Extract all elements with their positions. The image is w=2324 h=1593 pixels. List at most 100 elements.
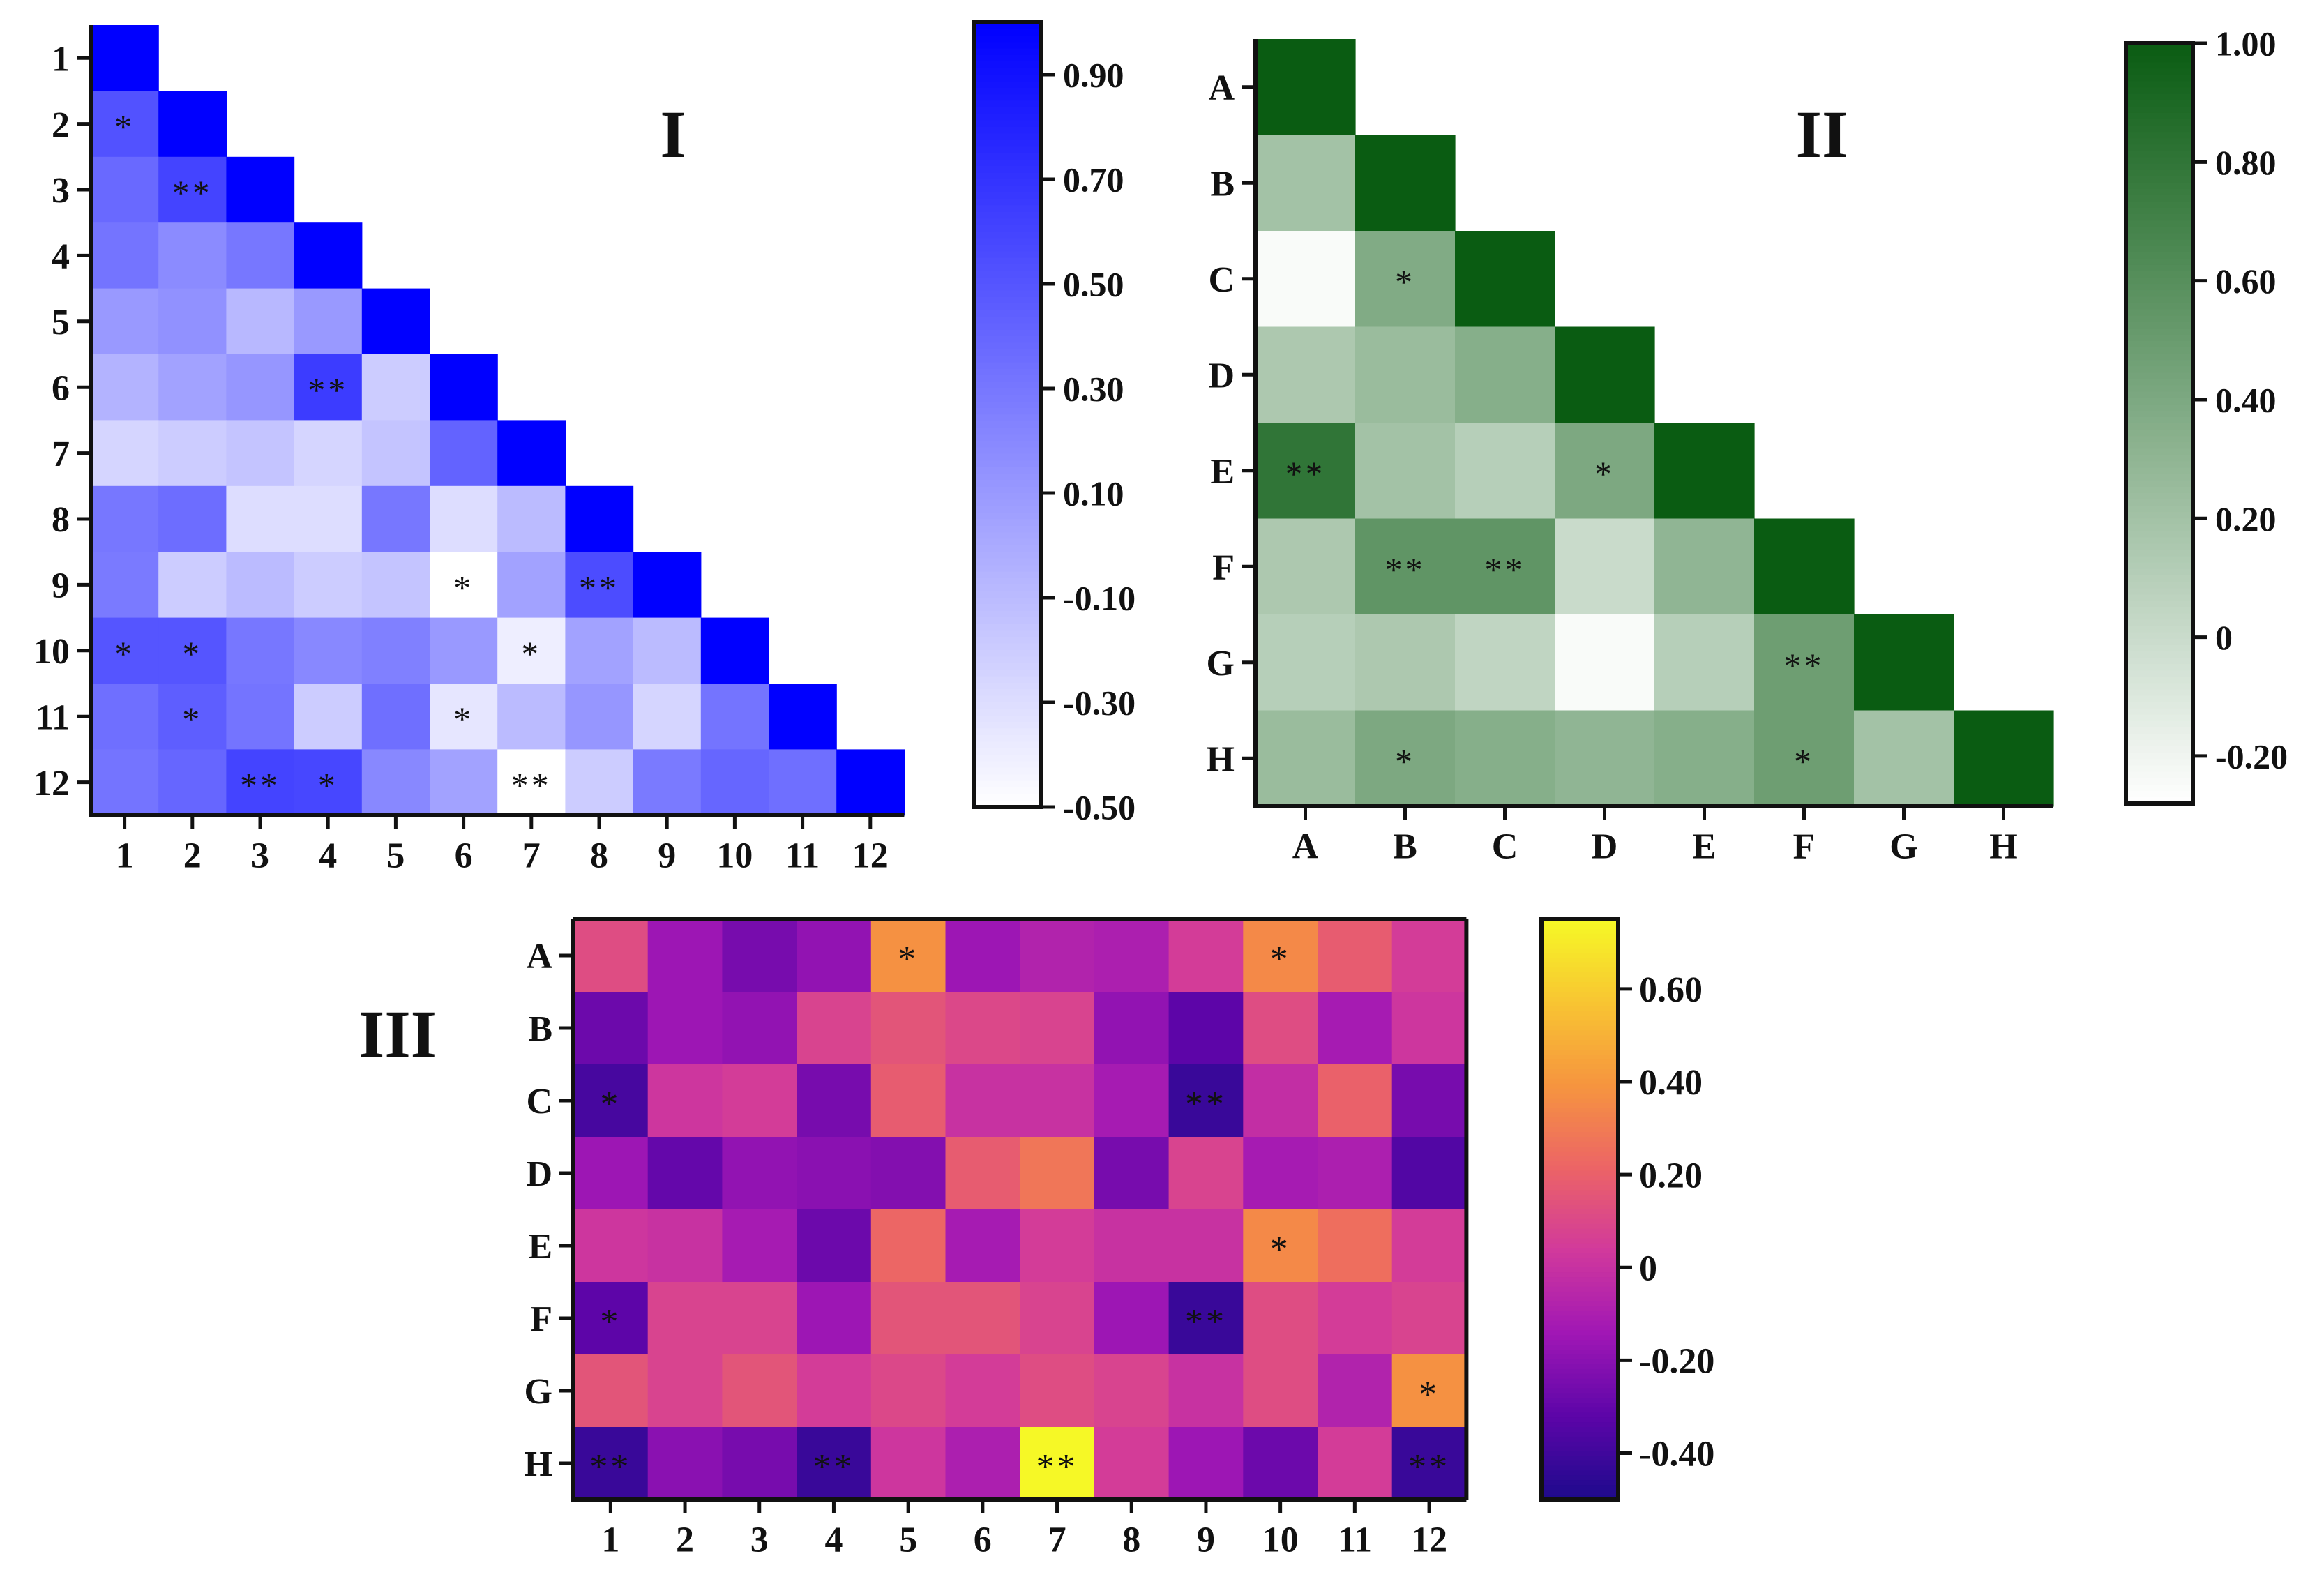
colorbar-tick-label: 0.60 [2215, 262, 2277, 301]
x-tick-label: 6 [455, 836, 473, 875]
heatmap-cell [1243, 1354, 1318, 1428]
colorbar-gradient-segment [1541, 1301, 1618, 1307]
y-tick-label: 6 [52, 368, 70, 408]
heatmap-cell [647, 1209, 723, 1283]
colorbar-gradient-segment [2126, 106, 2193, 114]
significance-star: * [182, 700, 202, 739]
colorbar-gradient-segment [2126, 430, 2193, 437]
colorbar-gradient-segment [2126, 543, 2193, 551]
heatmap-cell [497, 420, 566, 487]
colorbar-gradient-segment [2126, 784, 2193, 792]
heatmap-cell [1754, 614, 1855, 711]
heatmap-cell [1391, 1209, 1467, 1283]
colorbar-gradient-segment [1541, 923, 1618, 930]
colorbar-gradient-segment [2126, 708, 2193, 716]
colorbar-gradient-segment [974, 120, 1041, 128]
heatmap-cell [565, 749, 634, 816]
colorbar-gradient-segment [1541, 1243, 1618, 1249]
y-tick-label: A [1208, 68, 1235, 108]
colorbar-gradient-segment [2126, 410, 2193, 418]
colorbar-gradient-segment [974, 81, 1041, 89]
y-tick-label: 10 [33, 632, 70, 672]
heatmap-cell [573, 919, 649, 992]
heatmap-cell [1391, 992, 1467, 1065]
x-tick-label: 12 [852, 836, 889, 875]
colorbar-gradient-segment [1541, 953, 1618, 959]
heatmap-cell [91, 684, 159, 750]
significance-star: * [1594, 454, 1615, 493]
colorbar-gradient-segment [1541, 958, 1618, 964]
colorbar-gradient-segment [2126, 354, 2193, 361]
heatmap-cell [722, 992, 797, 1065]
heatmap-cell [1168, 1137, 1244, 1210]
x-tick-label: G [1889, 827, 1917, 867]
heatmap-cell [1854, 710, 1954, 807]
colorbar-tick-label: 0.40 [2215, 380, 2277, 419]
heatmap-cell [633, 749, 702, 816]
heatmap-cell [647, 919, 723, 992]
colorbar-gradient-segment [974, 401, 1041, 409]
colorbar: 0.60 0.40 0.20 0 -0.20 -0.40 [1539, 917, 1714, 1502]
colorbar-gradient-segment [2126, 398, 2193, 405]
colorbar-gradient-segment [1541, 1291, 1618, 1297]
colorbar-gradient-segment [974, 133, 1041, 141]
heatmap-cell [1355, 614, 1456, 711]
heatmap-cell [430, 684, 498, 750]
heatmap-cell [1555, 423, 1655, 520]
colorbar-gradient-segment [974, 296, 1041, 304]
heatmap-cells [573, 919, 1467, 1500]
heatmap-cell [633, 617, 702, 684]
colorbar-gradient-segment [2126, 562, 2193, 570]
significance-markers: ****************** [589, 939, 1447, 1487]
colorbar-gradient-segment [1541, 1088, 1618, 1094]
colorbar-gradient-segment [1541, 996, 1618, 1002]
colorbar-tick-label: 0.70 [1063, 160, 1124, 199]
colorbar-gradient-segment [2126, 613, 2193, 621]
colorbar-tick-label: 0.80 [2215, 143, 2277, 182]
colorbar-gradient-segment [2126, 144, 2193, 152]
colorbar-gradient-segment [2126, 753, 2193, 760]
colorbar-gradient-segment [1541, 1185, 1618, 1191]
colorbar-gradient-segment [2126, 271, 2193, 278]
colorbar-gradient-segment [974, 356, 1041, 363]
heatmap-cell [647, 1064, 723, 1138]
heatmap-cell [1654, 710, 1755, 807]
colorbar-gradient-segment [974, 146, 1041, 154]
x-tick-label: 10 [716, 836, 753, 875]
heatmap-cell [1555, 710, 1655, 807]
colorbar-gradient-segment [1541, 1195, 1618, 1200]
heatmap-cell [1243, 1064, 1318, 1138]
heatmap-cell [1094, 919, 1170, 992]
colorbar-gradient-segment [1541, 1335, 1618, 1341]
heatmap-cell [565, 485, 634, 552]
y-tick-label: A [526, 937, 552, 976]
heatmap-cell [573, 1209, 649, 1283]
colorbar-gradient-segment [974, 264, 1041, 272]
colorbar-tick-label: -0.10 [1063, 579, 1135, 618]
heatmap-cell [945, 1354, 1020, 1428]
colorbar-gradient-segment [1541, 1311, 1618, 1317]
colorbar-gradient-segment [1541, 1320, 1618, 1327]
significance-star: * [182, 634, 202, 673]
x-tick-label: 9 [1197, 1520, 1215, 1560]
colorbar-gradient-segment [974, 395, 1041, 402]
colorbar-gradient-segment [2126, 75, 2193, 82]
colorbar-gradient-segment [1541, 1490, 1618, 1495]
y-tick-label: 8 [52, 500, 70, 540]
colorbar-gradient-segment [974, 722, 1041, 730]
significance-star: * [318, 766, 338, 805]
colorbar-gradient-segment [2126, 506, 2193, 513]
heatmap-cell [1555, 326, 1655, 423]
colorbar-gradient-segment [2126, 658, 2193, 665]
colorbar-gradient-segment [2126, 480, 2193, 488]
heatmap-cell [158, 684, 227, 750]
heatmap-cell [430, 749, 498, 816]
colorbar-gradient-segment [1541, 1373, 1618, 1380]
colorbar-gradient-segment [1541, 1282, 1618, 1288]
colorbar-gradient-segment [974, 748, 1041, 755]
colorbar-tick-label: 0.50 [1063, 265, 1124, 304]
heatmap-cell [294, 222, 363, 289]
colorbar-gradient-segment [974, 447, 1041, 455]
y-tick-label: C [1208, 260, 1235, 300]
heatmap-cell [573, 1427, 649, 1500]
